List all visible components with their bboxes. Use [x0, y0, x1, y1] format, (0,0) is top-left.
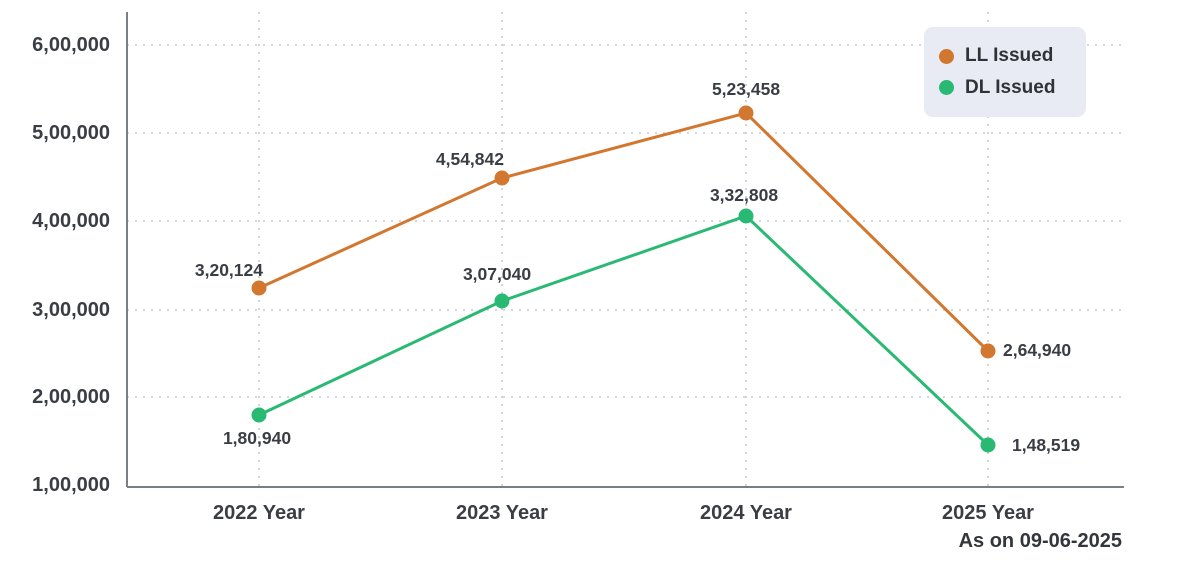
data-label-dl-issued: 3,32,808 [710, 185, 778, 205]
legend-item-ll-issued[interactable]: LL Issued [939, 44, 1086, 67]
y-axis-tick-label: 6,00,000 [32, 34, 110, 56]
data-point-ll-issued-2025-year[interactable] [980, 343, 996, 359]
data-point-dl-issued-2025-year[interactable] [980, 437, 996, 453]
series-line-dl-issued [258, 214, 990, 447]
x-axis-tick-label: 2023 Year [456, 502, 548, 524]
as-on-date-note: As on 09-06-2025 [958, 530, 1122, 552]
y-axis-tick-label: 1,00,000 [32, 474, 110, 496]
y-axis-tick-label: 2,00,000 [32, 386, 110, 408]
data-point-dl-issued-2022-year[interactable] [251, 407, 267, 423]
x-axis-tick-label: 2025 Year [942, 502, 1034, 524]
data-point-ll-issued-2022-year[interactable] [251, 280, 267, 296]
data-label-ll-issued: 4,54,842 [436, 149, 504, 169]
data-label-ll-issued: 5,23,458 [712, 79, 780, 99]
data-point-ll-issued-2023-year[interactable] [494, 170, 510, 186]
series-line-ll-issued [258, 111, 990, 353]
y-axis-tick-label: 4,00,000 [32, 210, 110, 232]
legend-swatch-ll-issued-icon [939, 48, 954, 64]
data-point-dl-issued-2023-year[interactable] [494, 293, 510, 309]
data-label-ll-issued: 2,64,940 [1003, 340, 1071, 360]
legend-label-dl-issued: DL Issued [965, 76, 1056, 98]
legend-item-dl-issued[interactable]: DL Issued [939, 76, 1086, 99]
data-point-dl-issued-2024-year[interactable] [738, 208, 754, 224]
data-point-ll-issued-2024-year[interactable] [738, 105, 754, 121]
x-axis-tick-label: 2022 Year [213, 502, 305, 524]
y-axis-tick-label: 3,00,000 [32, 299, 110, 321]
data-label-dl-issued: 3,07,040 [463, 264, 531, 284]
data-label-dl-issued: 1,48,519 [1012, 435, 1080, 455]
legend-label-ll-issued: LL Issued [965, 44, 1054, 66]
data-label-ll-issued: 3,20,124 [195, 260, 263, 280]
y-axis-tick-label: 5,00,000 [32, 122, 110, 144]
data-label-dl-issued: 1,80,940 [223, 428, 291, 448]
x-axis-tick-label: 2024 Year [700, 502, 792, 524]
chart-legend: LL Issued DL Issued [924, 27, 1086, 117]
legend-swatch-dl-issued-icon [939, 80, 954, 96]
